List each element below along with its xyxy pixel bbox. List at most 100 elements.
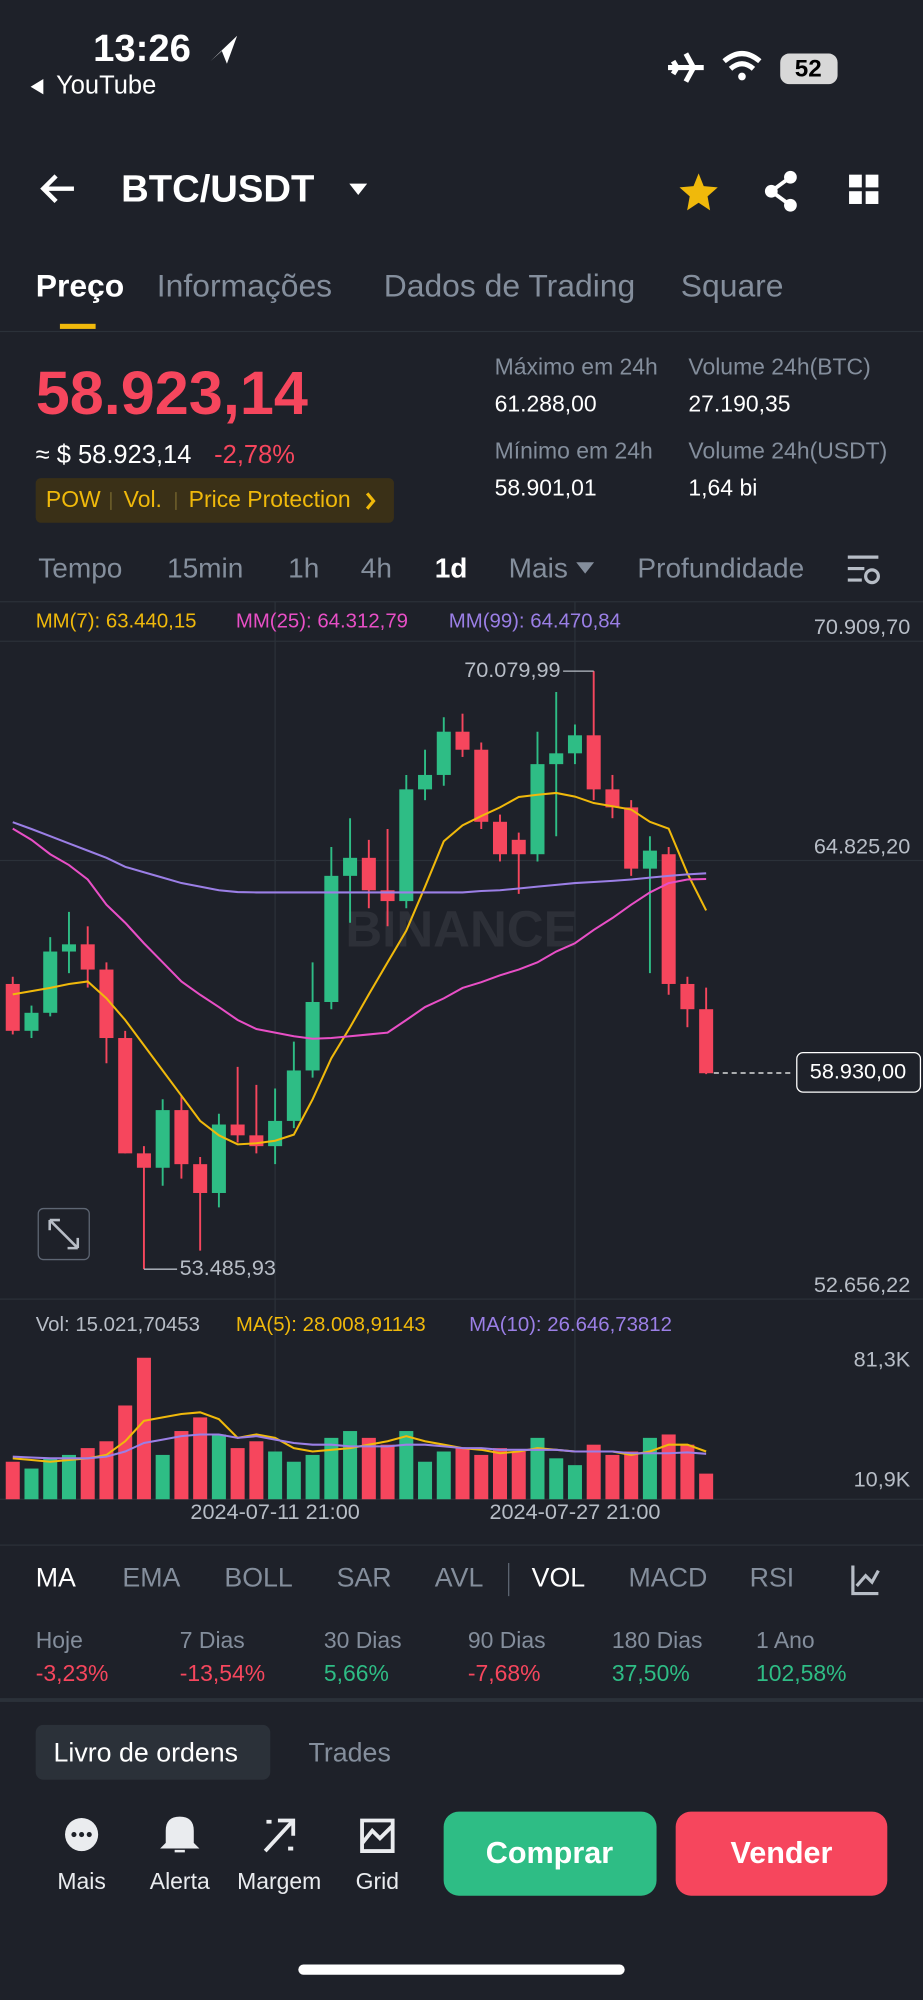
tag[interactable]: Vol.	[124, 486, 162, 512]
tab[interactable]: Dados de Trading	[384, 268, 636, 304]
status-time: 13:26	[93, 27, 191, 70]
volume-bar	[399, 1431, 414, 1500]
alert-icon[interactable]	[160, 1816, 200, 1853]
indicator[interactable]: EMA	[122, 1563, 180, 1593]
chart-settings-icon[interactable]	[847, 555, 880, 585]
volume-bar	[418, 1461, 433, 1500]
volume-bar	[624, 1451, 639, 1500]
volume-bar	[80, 1448, 95, 1500]
battery-icon	[780, 53, 838, 85]
indicator[interactable]: RSI	[750, 1563, 795, 1593]
interval[interactable]: 15min	[167, 552, 243, 583]
volume-bar	[642, 1437, 657, 1500]
volume-bar	[5, 1461, 20, 1500]
y-tick-label: 81,3K	[854, 1346, 911, 1371]
back-button[interactable]	[40, 174, 74, 204]
pair-title[interactable]: BTC/USDT	[121, 167, 314, 210]
indicator[interactable]: BOLL	[224, 1563, 292, 1593]
back-app[interactable]: YouTube	[56, 71, 156, 99]
interval[interactable]: Mais	[509, 552, 568, 583]
interval[interactable]: 4h	[361, 552, 392, 583]
share-icon[interactable]	[764, 170, 797, 212]
candle-body	[155, 1110, 170, 1168]
volume-bar	[436, 1451, 451, 1500]
ma-line	[12, 821, 707, 894]
action-label[interactable]: Margem	[237, 1868, 321, 1894]
sell-label[interactable]: Vender	[730, 1836, 832, 1870]
candle-body	[492, 821, 508, 855]
book-tab[interactable]: Trades	[309, 1737, 391, 1767]
volume-legend: Vol: 15.021,70453	[36, 1314, 200, 1336]
candle-body	[511, 839, 526, 855]
legend-entry: MM(99): 64.470,84	[449, 611, 621, 633]
performance-value: -3,23%	[36, 1660, 109, 1686]
stat-value: 1,64 bi	[688, 475, 757, 501]
expand-button[interactable]	[37, 1207, 90, 1261]
interval[interactable]: Profundidade	[637, 552, 804, 583]
interval[interactable]: Tempo	[38, 552, 122, 583]
candle-body	[305, 1001, 320, 1071]
interval-active[interactable]: 1d	[435, 552, 468, 583]
book-tab[interactable]: Livro de ordens	[54, 1737, 239, 1767]
performance-value: 102,58%	[756, 1660, 847, 1686]
expand-icon	[48, 1218, 80, 1250]
buy-label[interactable]: Comprar	[486, 1836, 614, 1870]
interval[interactable]: 1h	[288, 552, 319, 583]
action-label[interactable]: Grid	[356, 1868, 399, 1894]
indicator-active[interactable]: MA	[36, 1563, 76, 1593]
candle-body	[567, 735, 582, 754]
indicator[interactable]: SAR	[337, 1563, 392, 1593]
candle-body	[5, 983, 20, 1031]
action-label[interactable]: Alerta	[150, 1868, 210, 1894]
margin-icon[interactable]	[263, 1818, 296, 1853]
volume-bar	[586, 1444, 601, 1500]
indicator[interactable]: AVL	[435, 1563, 484, 1593]
pair-dropdown[interactable]	[349, 183, 368, 196]
last-price: 58.923,14	[36, 359, 308, 427]
stat-label: Volume 24h(BTC)	[688, 353, 870, 379]
volume-bar	[380, 1444, 395, 1500]
price-change: -2,78%	[214, 441, 295, 469]
tab[interactable]: Square	[681, 268, 784, 304]
candle-body	[43, 951, 58, 1013]
location-icon	[210, 35, 238, 64]
back-app-icon[interactable]	[30, 79, 44, 95]
wifi-icon	[722, 51, 762, 71]
grid-menu-icon[interactable]	[849, 174, 879, 204]
indicator-settings-icon[interactable]	[851, 1565, 880, 1596]
tag[interactable]: POW	[46, 486, 101, 512]
candle-body	[474, 749, 489, 822]
grid-icon[interactable]	[360, 1818, 395, 1854]
candle-body	[642, 850, 657, 869]
tab-box[interactable]	[35, 1724, 271, 1780]
performance-label: Hoje	[36, 1627, 83, 1653]
favorite-star[interactable]	[679, 173, 718, 211]
indicator-active[interactable]: VOL	[532, 1563, 586, 1593]
tag-box[interactable]	[35, 478, 394, 523]
legend-entry: MA(5): 28.008,91143	[236, 1314, 426, 1336]
performance-label: 1 Ano	[756, 1627, 815, 1653]
volume-bar	[361, 1437, 376, 1500]
performance-label: 7 Dias	[180, 1627, 245, 1653]
volume-bar	[661, 1434, 676, 1500]
divider	[0, 1698, 923, 1702]
battery-level: 52	[795, 56, 822, 83]
sell-button[interactable]	[675, 1811, 888, 1896]
action-label[interactable]: Mais	[57, 1868, 105, 1894]
more-icon[interactable]	[65, 1817, 99, 1852]
indicator[interactable]: MACD	[629, 1563, 708, 1593]
tag[interactable]: Price Protection	[189, 486, 351, 512]
tab[interactable]: Informações	[157, 268, 332, 304]
buy-button[interactable]	[443, 1811, 657, 1896]
volume-bar	[605, 1454, 620, 1500]
candle-body	[605, 789, 620, 808]
stat-label: Máximo em 24h	[495, 353, 658, 379]
candle-body	[99, 969, 114, 1039]
candle-body	[193, 1164, 208, 1193]
interval-dropdown[interactable]	[576, 562, 595, 574]
candle-body	[24, 1012, 39, 1031]
tab[interactable]: Preço	[36, 268, 125, 304]
volume-bar	[136, 1357, 151, 1500]
volume-bar	[530, 1437, 545, 1500]
